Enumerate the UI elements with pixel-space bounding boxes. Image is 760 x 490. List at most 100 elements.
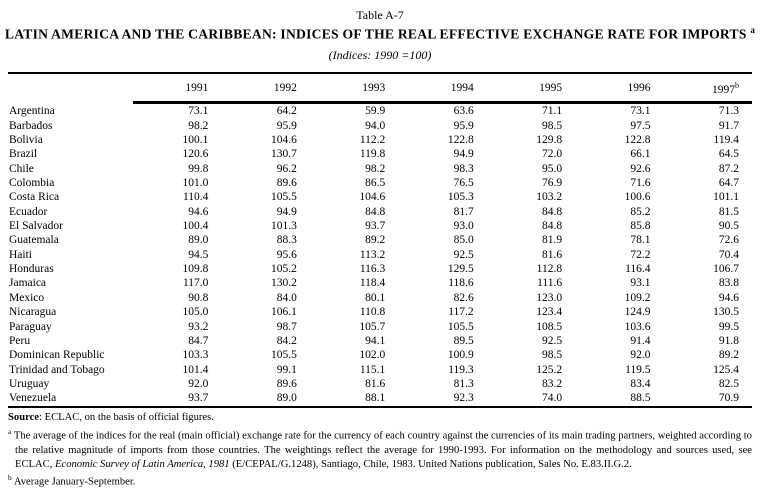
value-cell: 93.7 <box>365 220 386 233</box>
country-cell: Nicaragua <box>9 306 57 319</box>
table-row: Mexico 90.8 84.0 80.1 82.6 123.0 109.2 94.6 <box>8 291 752 305</box>
table-row: Nicaragua 105.0 106.1 110.8 117.2 123.4 124.9 1… <box>8 305 752 319</box>
country-cell: Honduras <box>9 263 54 276</box>
value-cell: 118.6 <box>448 277 474 290</box>
value-cell: 92.6 <box>630 162 651 175</box>
country-cell: Paraguay <box>9 320 52 333</box>
value-cell: 93.2 <box>188 320 209 333</box>
source-note: Source: ECLAC, on the basis of official … <box>8 411 752 425</box>
country-cell: Ecuador <box>9 205 48 218</box>
exchange-rate-table: 1991 1992 1993 1994 1995 1996 1997b Argentina 7… <box>8 71 752 408</box>
value-cell: 125.2 <box>536 363 563 376</box>
value-cell: 89.6 <box>276 377 297 390</box>
value-cell: 90.5 <box>718 220 739 233</box>
country-cell: Mexico <box>9 291 45 304</box>
country-cell: Haiti <box>9 248 32 261</box>
value-cell: 94.6 <box>188 205 209 218</box>
value-cell: 104.6 <box>359 191 386 204</box>
value-cell: 98.5 <box>541 349 563 362</box>
value-cell: 91.4 <box>630 334 651 347</box>
value-cell: 89.2 <box>365 234 386 247</box>
value-cell: 94.9 <box>276 205 297 218</box>
value-cell: 76.9 <box>541 177 563 190</box>
country-cell: Barbados <box>9 119 53 132</box>
table-row: Chile 99.8 96.2 98.2 98.3 95.0 92.6 87.2 <box>8 162 752 176</box>
value-cell: 98.2 <box>188 119 209 132</box>
value-cell: 89.5 <box>453 334 474 347</box>
year-column-header: 1992 <box>221 72 310 105</box>
value-cell: 72.0 <box>541 148 563 161</box>
value-cell: 118.4 <box>359 277 386 290</box>
value-cell: 89.6 <box>276 177 297 190</box>
value-cell: 84.0 <box>276 291 297 304</box>
value-cell: 72.6 <box>718 234 739 247</box>
country-cell: Uruguay <box>9 377 50 390</box>
value-cell: 106.7 <box>713 263 739 276</box>
value-cell: 88.3 <box>276 234 297 247</box>
footnote-a-text-1: The average of the indices for the real … <box>13 430 752 470</box>
year-column-header: 1995 <box>486 72 576 105</box>
value-cell: 83.2 <box>541 377 563 390</box>
country-cell: Chile <box>9 162 34 175</box>
table-row: Guatemala 89.0 88.3 89.2 85.0 81.9 78.1 72.6 <box>8 233 752 247</box>
value-cell: 84.7 <box>188 334 209 347</box>
table-row: Jamaica 117.0 130.2 118.4 118.6 111.6 93.1 83.8 <box>8 276 752 290</box>
value-cell: 101.1 <box>713 191 739 204</box>
value-cell: 93.7 <box>133 391 222 408</box>
source-text: : ECLAC, on the basis of official figure… <box>39 411 214 423</box>
year-column-header: 1997b <box>663 72 752 105</box>
value-cell: 64.7 <box>718 177 739 190</box>
value-cell: 129.8 <box>536 134 563 147</box>
value-cell: 92.0 <box>188 377 209 390</box>
value-cell: 73.1 <box>630 105 651 118</box>
table-row: El Salvador 100.4 101.3 93.7 93.0 84.8 85.8 90.… <box>8 219 752 233</box>
year-column-header: 1991 <box>133 72 222 105</box>
value-cell: 115.1 <box>359 363 386 376</box>
table-row: Bolivia 100.1 104.6 112.2 122.8 129.8 122.8 119… <box>8 133 752 147</box>
value-cell: 110.4 <box>182 191 209 204</box>
value-cell: 94.5 <box>188 248 209 261</box>
footnote-b: b Average January-September. <box>8 471 752 489</box>
value-cell: 124.9 <box>624 306 651 319</box>
value-cell: 110.8 <box>359 306 386 319</box>
value-cell: 122.8 <box>447 134 474 147</box>
value-cell: 100.6 <box>624 191 651 204</box>
value-cell: 73.1 <box>188 105 209 118</box>
value-cell: 109.8 <box>182 263 209 276</box>
value-cell: 81.3 <box>453 377 474 390</box>
value-cell: 101.0 <box>182 177 209 190</box>
value-cell: 76.5 <box>453 177 474 190</box>
value-cell: 112.8 <box>536 263 563 276</box>
value-cell: 81.5 <box>718 205 739 218</box>
value-cell: 101.4 <box>182 363 209 376</box>
country-column-header <box>8 73 133 103</box>
year-column-header: 1993 <box>309 72 399 105</box>
table-title-text: LATIN AMERICA AND THE CARIBBEAN: INDICES… <box>4 26 747 42</box>
value-cell: 113.2 <box>359 248 386 261</box>
value-cell: 71.1 <box>541 105 563 118</box>
country-cell: Bolivia <box>9 134 43 147</box>
value-cell: 111.6 <box>537 277 563 290</box>
value-cell: 117.0 <box>182 277 209 290</box>
value-cell: 106.1 <box>270 306 297 319</box>
footnote-a-italic-title: Economic Survey of Latin America, 1981 <box>55 458 230 470</box>
value-cell: 103.6 <box>624 320 651 333</box>
table-row: Ecuador 94.6 94.9 84.8 81.7 84.8 85.2 81.5 <box>8 205 752 219</box>
table-row: Colombia 101.0 89.6 86.5 76.5 76.9 71.6 64.7 <box>8 176 752 190</box>
value-cell: 64.2 <box>276 105 297 118</box>
value-cell: 99.5 <box>718 320 739 333</box>
value-cell: 104.6 <box>270 134 297 147</box>
table-header-row: 1991 1992 1993 1994 1995 1996 1997b <box>8 72 752 105</box>
value-cell: 119.5 <box>625 363 651 376</box>
value-cell: 116.4 <box>625 263 651 276</box>
value-cell: 95.0 <box>541 162 563 175</box>
value-cell: 86.5 <box>365 177 386 190</box>
value-cell: 119.4 <box>713 134 739 147</box>
value-cell: 102.0 <box>359 349 386 362</box>
table-label: Table A-7 <box>356 8 404 22</box>
table-subtitle: (Indices: 1990 =100) <box>328 47 432 62</box>
value-cell: 98.5 <box>541 119 563 132</box>
value-cell: 64.5 <box>718 148 739 161</box>
value-cell: 105.7 <box>359 320 386 333</box>
